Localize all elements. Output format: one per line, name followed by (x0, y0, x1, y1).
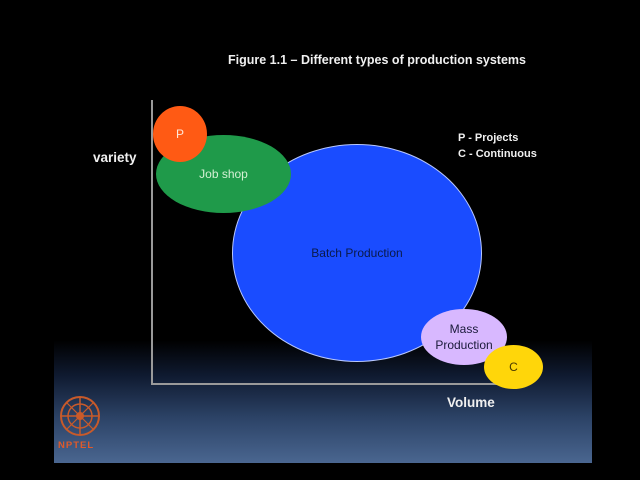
nptel-logo-icon (60, 396, 100, 436)
y-axis-line (151, 100, 153, 385)
mass-production-label: Mass Production (435, 322, 493, 352)
x-axis-line (151, 383, 521, 385)
continuous-region: C (484, 345, 543, 389)
figure-title: Figure 1.1 – Different types of producti… (228, 53, 526, 67)
y-axis-label: variety (93, 150, 137, 165)
continuous-label: C (509, 360, 518, 374)
projects-region: P (153, 106, 207, 162)
job-shop-label: Job shop (199, 167, 248, 181)
legend: P - Projects C - Continuous (458, 130, 537, 162)
legend-projects: P - Projects (458, 132, 519, 144)
projects-label: P (175, 127, 184, 141)
batch-production-label: Batch Production (311, 246, 403, 260)
nptel-logo-text: NPTEL (58, 440, 95, 451)
legend-continuous: C - Continuous (458, 148, 537, 160)
x-axis-label: Volume (447, 395, 495, 410)
